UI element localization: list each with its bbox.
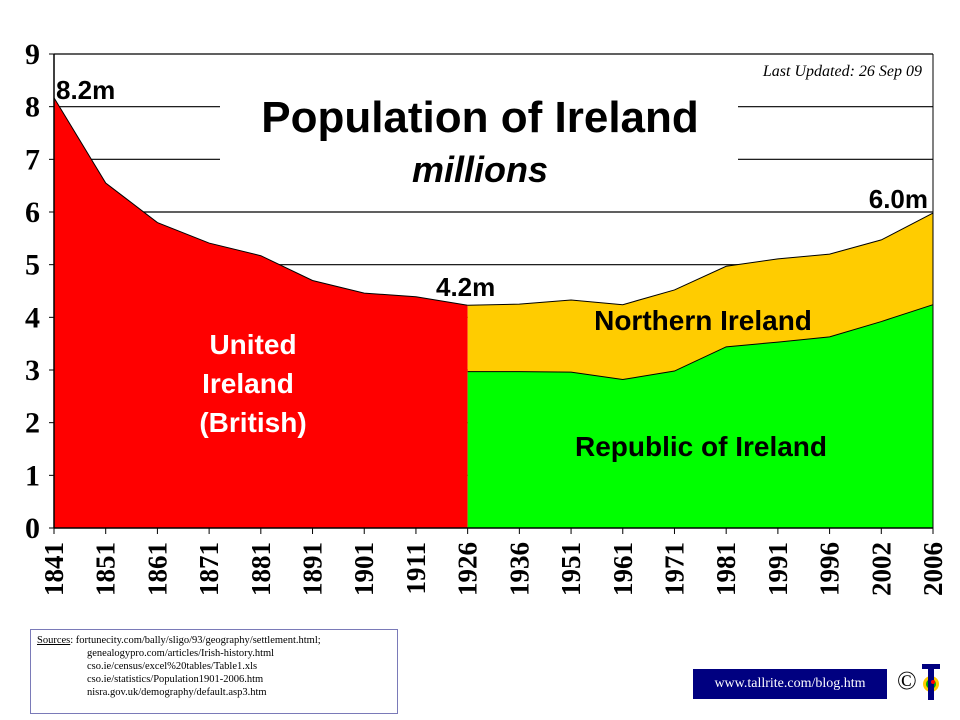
northern-ireland-label: Northern Ireland [594,305,812,336]
x-tick-label: 1961 [608,542,638,596]
x-tick-label: 1981 [711,542,741,596]
united-ireland-label-line2: Ireland [202,368,294,399]
axes [49,53,934,534]
y-tick-label: 4 [25,301,40,334]
sources-box: Sources: fortunecity.com/bally/sligo/93/… [30,629,398,714]
chart-title: Population of Ireland [261,93,699,142]
end-value-label: 6.0m [869,184,928,214]
y-tick-label: 0 [25,512,40,545]
population-chart: Population of Ireland millions Last Upda… [25,38,948,596]
line-united-ireland [53,97,468,306]
area-series [53,97,934,529]
x-tick-label: 1871 [194,542,224,596]
chart-subtitle: millions [412,149,548,190]
x-tick-labels: 1841 1851 1861 1871 1881 1891 1901 1911 1926 1936… [39,542,948,596]
partition-value-label: 4.2m [436,272,495,302]
sources-label: Sources [37,635,71,646]
y-tick-label: 2 [25,407,40,440]
title-box [220,86,738,198]
x-tick-label: 1936 [504,542,534,596]
source-line-1: fortunecity.com/bally/sligo/93/geography… [75,635,321,646]
x-tick-label: 1891 [298,542,328,596]
x-tick-label: 1861 [142,542,172,596]
copyright-symbol: © [897,666,917,695]
x-tick-label: 2002 [866,542,896,596]
sources-first-line: Sources: fortunecity.com/bally/sligo/93/… [37,634,391,647]
source-line-2: genealogypro.com/articles/Irish-history.… [87,648,275,659]
line-republic-of-ireland [467,304,934,380]
y-tick-label: 1 [25,459,40,492]
x-tick-label: 1901 [349,542,379,596]
x-tick-label: 1841 [39,542,69,596]
x-tick-label: 1881 [246,542,276,596]
area-republic-of-ireland [467,304,933,528]
republic-of-ireland-label: Republic of Ireland [575,431,827,462]
y-tick-label: 7 [25,143,40,176]
sources-colon: : [70,635,76,646]
united-ireland-label-line1: United [209,329,296,360]
y-tick-label: 3 [25,354,40,387]
x-tick-label: 2006 [918,542,948,596]
source-line-5: nisra.gov.uk/demography/default.asp3.htm [87,687,267,698]
start-value-label: 8.2m [56,75,115,105]
x-tick-label: 1991 [763,542,793,596]
blog-link[interactable]: www.tallrite.com/blog.htm [693,669,887,699]
y-tick-label: 9 [25,38,40,71]
y-tick-label: 5 [25,249,40,282]
x-tick-label: 1996 [815,542,845,596]
area-united-ireland [54,97,468,529]
y-tick-label: 6 [25,196,40,229]
x-tick-label: 1951 [556,542,586,596]
tallrite-logo-icon [922,664,940,700]
x-tick-label: 1911 [401,542,431,595]
y-tick-labels: 0 1 2 3 4 5 6 7 8 9 [25,38,40,545]
line-northern-ireland-top [467,212,934,306]
x-tick-label: 1926 [453,542,483,596]
last-updated: Last Updated: 26 Sep 09 [762,63,922,80]
source-line-4: cso.ie/statistics/Population1901-2006.ht… [87,674,264,685]
x-tick-label: 1851 [91,542,121,596]
source-line-3: cso.ie/census/excel%20tables/Table1.xls [87,661,258,672]
united-ireland-label-line3: (British) [199,407,306,438]
x-tick-label: 1971 [659,542,689,596]
y-tick-label: 8 [25,91,40,124]
